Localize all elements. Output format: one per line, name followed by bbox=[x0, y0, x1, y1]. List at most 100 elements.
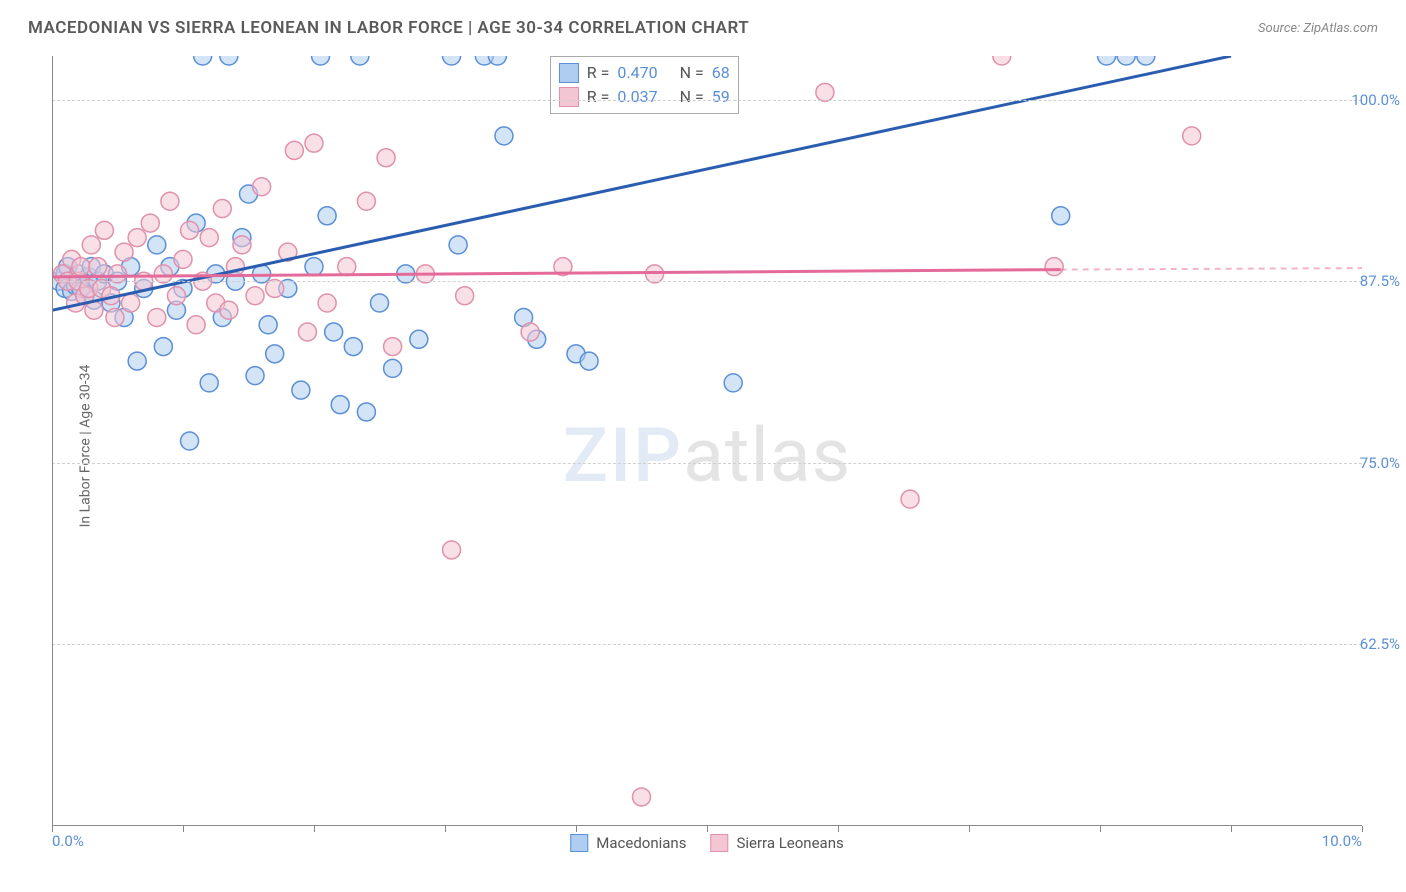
x-tick bbox=[1100, 826, 1101, 832]
legend-swatch-macedonians bbox=[570, 834, 588, 852]
scatter-point bbox=[285, 141, 303, 159]
axis-line-y bbox=[52, 56, 53, 826]
x-tick-label: 10.0% bbox=[1322, 832, 1362, 850]
scatter-point bbox=[154, 338, 172, 356]
scatter-plot-svg bbox=[52, 56, 1362, 826]
legend-r-value: 0.037 bbox=[617, 85, 657, 109]
scatter-point bbox=[181, 432, 199, 450]
scatter-point bbox=[325, 323, 343, 341]
scatter-point bbox=[449, 236, 467, 254]
scatter-point bbox=[128, 352, 146, 370]
legend-swatch-sierra-leoneans bbox=[710, 834, 728, 852]
scatter-point bbox=[633, 788, 651, 806]
source-attribution: Source: ZipAtlas.com bbox=[1258, 21, 1378, 36]
scatter-point bbox=[901, 490, 919, 508]
scatter-point bbox=[122, 294, 140, 312]
scatter-point bbox=[495, 127, 513, 145]
legend-swatch bbox=[559, 87, 579, 107]
scatter-point bbox=[148, 236, 166, 254]
legend-row: R = 0.037 N = 59 bbox=[559, 85, 730, 109]
scatter-point bbox=[1117, 56, 1135, 65]
scatter-point bbox=[246, 367, 264, 385]
scatter-point bbox=[724, 374, 742, 392]
scatter-point bbox=[1183, 127, 1201, 145]
legend-r-value: 0.470 bbox=[617, 61, 657, 85]
scatter-point bbox=[128, 229, 146, 247]
scatter-point bbox=[1098, 56, 1116, 65]
x-tick bbox=[445, 826, 446, 832]
scatter-point bbox=[1137, 56, 1155, 65]
y-tick-label: 62.5% bbox=[1360, 635, 1400, 653]
scatter-point bbox=[357, 192, 375, 210]
scatter-point bbox=[115, 243, 133, 261]
scatter-point bbox=[384, 338, 402, 356]
scatter-point bbox=[106, 309, 124, 327]
scatter-point bbox=[318, 207, 336, 225]
scatter-point bbox=[266, 345, 284, 363]
scatter-point bbox=[331, 396, 349, 414]
scatter-point bbox=[305, 134, 323, 152]
x-tick bbox=[969, 826, 970, 832]
gridline bbox=[52, 281, 1362, 282]
scatter-point bbox=[377, 149, 395, 167]
scatter-point bbox=[194, 56, 212, 65]
y-tick-label: 100.0% bbox=[1351, 91, 1400, 109]
scatter-point bbox=[312, 56, 330, 65]
scatter-point bbox=[456, 287, 474, 305]
scatter-point bbox=[993, 56, 1011, 65]
legend-row: R = 0.470 N = 68 bbox=[559, 61, 730, 85]
y-tick-label: 87.5% bbox=[1360, 272, 1400, 290]
scatter-point bbox=[521, 323, 539, 341]
legend-item-macedonians: Macedonians bbox=[570, 834, 686, 852]
scatter-point bbox=[384, 359, 402, 377]
legend-n-value: 59 bbox=[712, 85, 730, 109]
legend-swatch bbox=[559, 63, 579, 83]
y-tick-label: 75.0% bbox=[1360, 454, 1400, 472]
scatter-point bbox=[181, 221, 199, 239]
scatter-point bbox=[161, 192, 179, 210]
scatter-point bbox=[1045, 258, 1063, 276]
scatter-point bbox=[305, 258, 323, 276]
legend-r-label: R = bbox=[587, 61, 610, 85]
gridline bbox=[52, 463, 1362, 464]
scatter-point bbox=[89, 258, 107, 276]
scatter-point bbox=[298, 323, 316, 341]
scatter-point bbox=[233, 236, 251, 254]
x-tick bbox=[838, 826, 839, 832]
scatter-point bbox=[72, 258, 90, 276]
legend-n-value: 68 bbox=[712, 61, 730, 85]
x-tick bbox=[576, 826, 577, 832]
series-legend: Macedonians Sierra Leoneans bbox=[570, 834, 843, 852]
legend-n-label: N = bbox=[680, 85, 704, 109]
x-tick bbox=[1231, 826, 1232, 832]
trend-line-dashed bbox=[1061, 268, 1362, 269]
scatter-point bbox=[338, 258, 356, 276]
scatter-point bbox=[443, 56, 461, 65]
scatter-point bbox=[95, 221, 113, 239]
chart-title: MACEDONIAN VS SIERRA LEONEAN IN LABOR FO… bbox=[28, 18, 749, 38]
correlation-legend: R = 0.470 N = 68 R = 0.037 N = 59 bbox=[550, 56, 739, 114]
scatter-point bbox=[580, 352, 598, 370]
legend-r-label: R = bbox=[587, 85, 610, 109]
x-tick bbox=[1362, 826, 1363, 832]
scatter-point bbox=[292, 381, 310, 399]
scatter-point bbox=[148, 309, 166, 327]
x-tick bbox=[183, 826, 184, 832]
scatter-point bbox=[344, 338, 362, 356]
chart-plot-area: ZIPatlas R = 0.470 N = 68 R = 0.037 N = … bbox=[52, 56, 1362, 826]
scatter-point bbox=[443, 541, 461, 559]
scatter-point bbox=[141, 214, 159, 232]
legend-label-sierra-leoneans: Sierra Leoneans bbox=[736, 834, 843, 852]
scatter-point bbox=[351, 56, 369, 65]
scatter-point bbox=[200, 374, 218, 392]
legend-n-label: N = bbox=[680, 61, 704, 85]
legend-label-macedonians: Macedonians bbox=[596, 834, 686, 852]
scatter-point bbox=[357, 403, 375, 421]
x-tick-label: 0.0% bbox=[52, 832, 84, 850]
scatter-point bbox=[246, 287, 264, 305]
scatter-point bbox=[488, 56, 506, 65]
gridline bbox=[52, 644, 1362, 645]
x-tick bbox=[314, 826, 315, 832]
scatter-point bbox=[259, 316, 277, 334]
scatter-point bbox=[200, 229, 218, 247]
